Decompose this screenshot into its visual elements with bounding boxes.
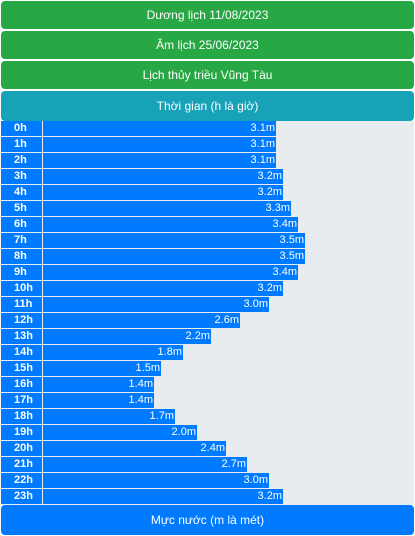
- tide-row: 16h 1.4m: [1, 377, 414, 393]
- tide-level-bar: 3.4m: [43, 265, 298, 280]
- tide-level-bar: 3.0m: [43, 473, 269, 488]
- hour-label: 2h: [1, 153, 42, 168]
- hour-label: 14h: [1, 345, 42, 360]
- tide-row: 3h 3.2m: [1, 169, 414, 185]
- tide-row: 21h 2.7m: [1, 457, 414, 473]
- hour-label: 23h: [1, 489, 42, 504]
- hour-label: 4h: [1, 185, 42, 200]
- tide-level-bar: 2.0m: [43, 425, 197, 440]
- tide-row: 1h 3.1m: [1, 137, 414, 153]
- tide-level-bar: 3.4m: [43, 217, 298, 232]
- tide-level-bar: 3.5m: [43, 249, 305, 264]
- hour-label: 5h: [1, 201, 42, 216]
- hour-label: 1h: [1, 137, 42, 152]
- tide-level-bar: 1.4m: [43, 377, 154, 392]
- page-title: Lịch thủy triều Vũng Tàu: [1, 61, 414, 89]
- tide-level-bar: 3.2m: [43, 281, 283, 296]
- hour-label: 18h: [1, 409, 42, 424]
- tide-level-bar: 3.2m: [43, 185, 283, 200]
- tide-level-bar: 2.6m: [43, 313, 240, 328]
- tide-level-bar: 1.7m: [43, 409, 175, 424]
- tide-level-bar: 3.3m: [43, 201, 291, 216]
- hour-label: 3h: [1, 169, 42, 184]
- lunar-date-banner: Âm lịch 25/06/2023: [1, 31, 414, 59]
- tide-row: 14h 1.8m: [1, 345, 414, 361]
- level-axis-label: Mực nước (m là mét): [1, 505, 414, 535]
- hour-label: 15h: [1, 361, 42, 376]
- hour-label: 6h: [1, 217, 42, 232]
- hour-label: 16h: [1, 377, 42, 392]
- tide-level-bar: 1.5m: [43, 361, 161, 376]
- tide-row: 10h 3.2m: [1, 281, 414, 297]
- tide-chart: 0h 3.1m 1h 3.1m 2h 3.1m 3h 3.2m 4h 3.2m 5h 3.3m 6h 3.…: [1, 121, 414, 505]
- time-axis-label: Thời gian (h là giờ): [1, 91, 414, 121]
- solar-date-banner: Dương lịch 11/08/2023: [1, 1, 414, 29]
- tide-level-bar: 2.7m: [43, 457, 247, 472]
- tide-row: 20h 2.4m: [1, 441, 414, 457]
- tide-row: 7h 3.5m: [1, 233, 414, 249]
- tide-level-bar: 3.1m: [43, 137, 276, 152]
- tide-row: 5h 3.3m: [1, 201, 414, 217]
- tide-row: 18h 1.7m: [1, 409, 414, 425]
- hour-label: 8h: [1, 249, 42, 264]
- tide-level-bar: 1.4m: [43, 393, 154, 408]
- tide-level-bar: 3.5m: [43, 233, 305, 248]
- hour-label: 21h: [1, 457, 42, 472]
- tide-row: 23h 3.2m: [1, 489, 414, 505]
- tide-row: 2h 3.1m: [1, 153, 414, 169]
- tide-row: 9h 3.4m: [1, 265, 414, 281]
- tide-level-bar: 3.1m: [43, 153, 276, 168]
- hour-label: 11h: [1, 297, 42, 312]
- tide-level-bar: 1.8m: [43, 345, 183, 360]
- hour-label: 7h: [1, 233, 42, 248]
- tide-row: 22h 3.0m: [1, 473, 414, 489]
- hour-label: 22h: [1, 473, 42, 488]
- hour-label: 12h: [1, 313, 42, 328]
- tide-row: 4h 3.2m: [1, 185, 414, 201]
- tide-level-bar: 2.2m: [43, 329, 211, 344]
- hour-label: 13h: [1, 329, 42, 344]
- hour-label: 20h: [1, 441, 42, 456]
- hour-label: 9h: [1, 265, 42, 280]
- tide-row: 19h 2.0m: [1, 425, 414, 441]
- tide-level-bar: 3.0m: [43, 297, 269, 312]
- hour-label: 19h: [1, 425, 42, 440]
- tide-level-bar: 2.4m: [43, 441, 226, 456]
- tide-row: 15h 1.5m: [1, 361, 414, 377]
- tide-row: 17h 1.4m: [1, 393, 414, 409]
- tide-row: 13h 2.2m: [1, 329, 414, 345]
- tide-row: 6h 3.4m: [1, 217, 414, 233]
- hour-label: 17h: [1, 393, 42, 408]
- tide-level-bar: 3.1m: [43, 121, 276, 136]
- tide-level-bar: 3.2m: [43, 489, 283, 504]
- hour-label: 10h: [1, 281, 42, 296]
- tide-row: 0h 3.1m: [1, 121, 414, 137]
- tide-row: 11h 3.0m: [1, 297, 414, 313]
- hour-label: 0h: [1, 121, 42, 136]
- tide-level-bar: 3.2m: [43, 169, 283, 184]
- tide-row: 8h 3.5m: [1, 249, 414, 265]
- tide-row: 12h 2.6m: [1, 313, 414, 329]
